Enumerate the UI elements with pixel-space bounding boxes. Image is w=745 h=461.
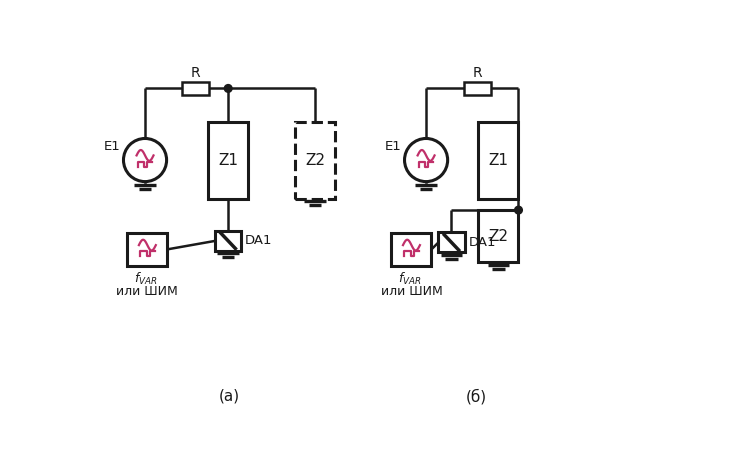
Bar <box>295 122 335 199</box>
Text: Z1: Z1 <box>218 153 238 167</box>
Circle shape <box>224 84 232 92</box>
Text: или ШИМ: или ШИМ <box>116 285 178 298</box>
Text: $f_{VAR}$: $f_{VAR}$ <box>134 271 158 287</box>
Bar <box>478 122 519 199</box>
Bar <box>208 122 248 199</box>
Text: или ШИМ: или ШИМ <box>381 285 443 298</box>
Bar <box>127 233 168 266</box>
Text: DA1: DA1 <box>245 234 273 248</box>
Bar <box>438 232 465 253</box>
Bar <box>464 82 491 95</box>
Text: R: R <box>190 66 200 80</box>
Text: Z2: Z2 <box>305 153 326 167</box>
Text: (б): (б) <box>466 389 486 404</box>
Text: E1: E1 <box>384 140 402 153</box>
Text: Z2: Z2 <box>489 229 509 244</box>
Bar <box>182 82 209 95</box>
Bar <box>391 233 431 266</box>
Text: E1: E1 <box>104 140 121 153</box>
Text: Z1: Z1 <box>489 153 509 167</box>
Text: R: R <box>473 66 483 80</box>
Bar <box>215 231 241 251</box>
Circle shape <box>515 206 522 214</box>
Text: DA1: DA1 <box>469 236 496 249</box>
Text: (а): (а) <box>219 389 241 404</box>
Text: $f_{VAR}$: $f_{VAR}$ <box>398 271 422 287</box>
Bar <box>478 210 519 262</box>
